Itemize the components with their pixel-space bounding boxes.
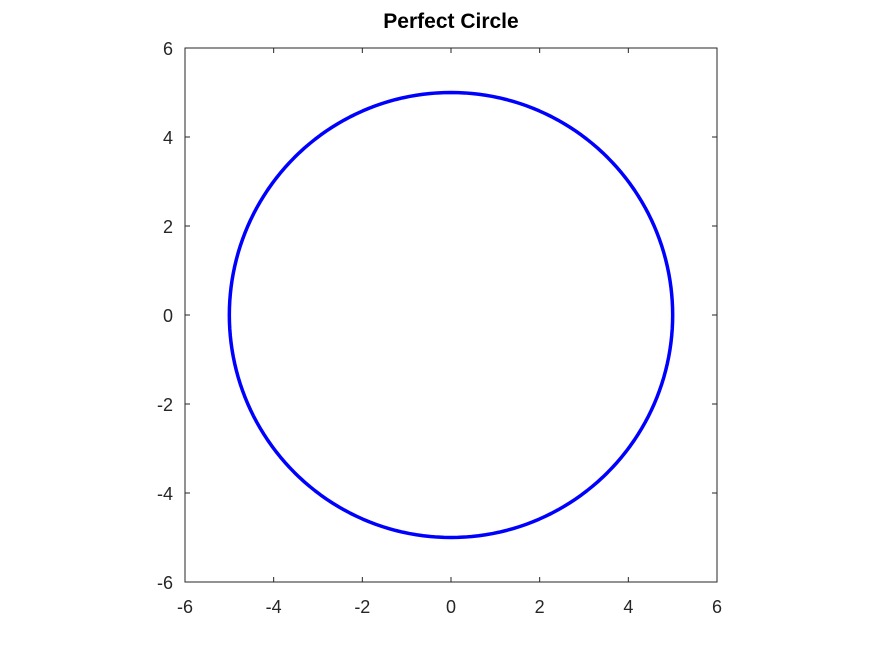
x-tick-label: 6	[712, 597, 722, 617]
chart-title: Perfect Circle	[383, 10, 518, 33]
y-tick-label: -2	[157, 395, 173, 415]
y-tick-label: 0	[163, 306, 173, 326]
x-tick-label: -4	[266, 597, 282, 617]
y-tick-label: 2	[163, 217, 173, 237]
x-tick-label: 4	[623, 597, 633, 617]
x-tick-label: -6	[177, 597, 193, 617]
y-tick-label: 6	[163, 39, 173, 59]
y-tick-label: 4	[163, 128, 173, 148]
y-tick-label: -6	[157, 573, 173, 593]
x-tick-label: -2	[354, 597, 370, 617]
series-line	[227, 90, 675, 540]
plot-area: -6 -4 -2 0 2 4 6 -6 -4 -2 0 2 4 6	[157, 39, 722, 617]
x-tick-label: 0	[446, 597, 456, 617]
y-tick-label: -4	[157, 484, 173, 504]
x-tick-label: 2	[535, 597, 545, 617]
